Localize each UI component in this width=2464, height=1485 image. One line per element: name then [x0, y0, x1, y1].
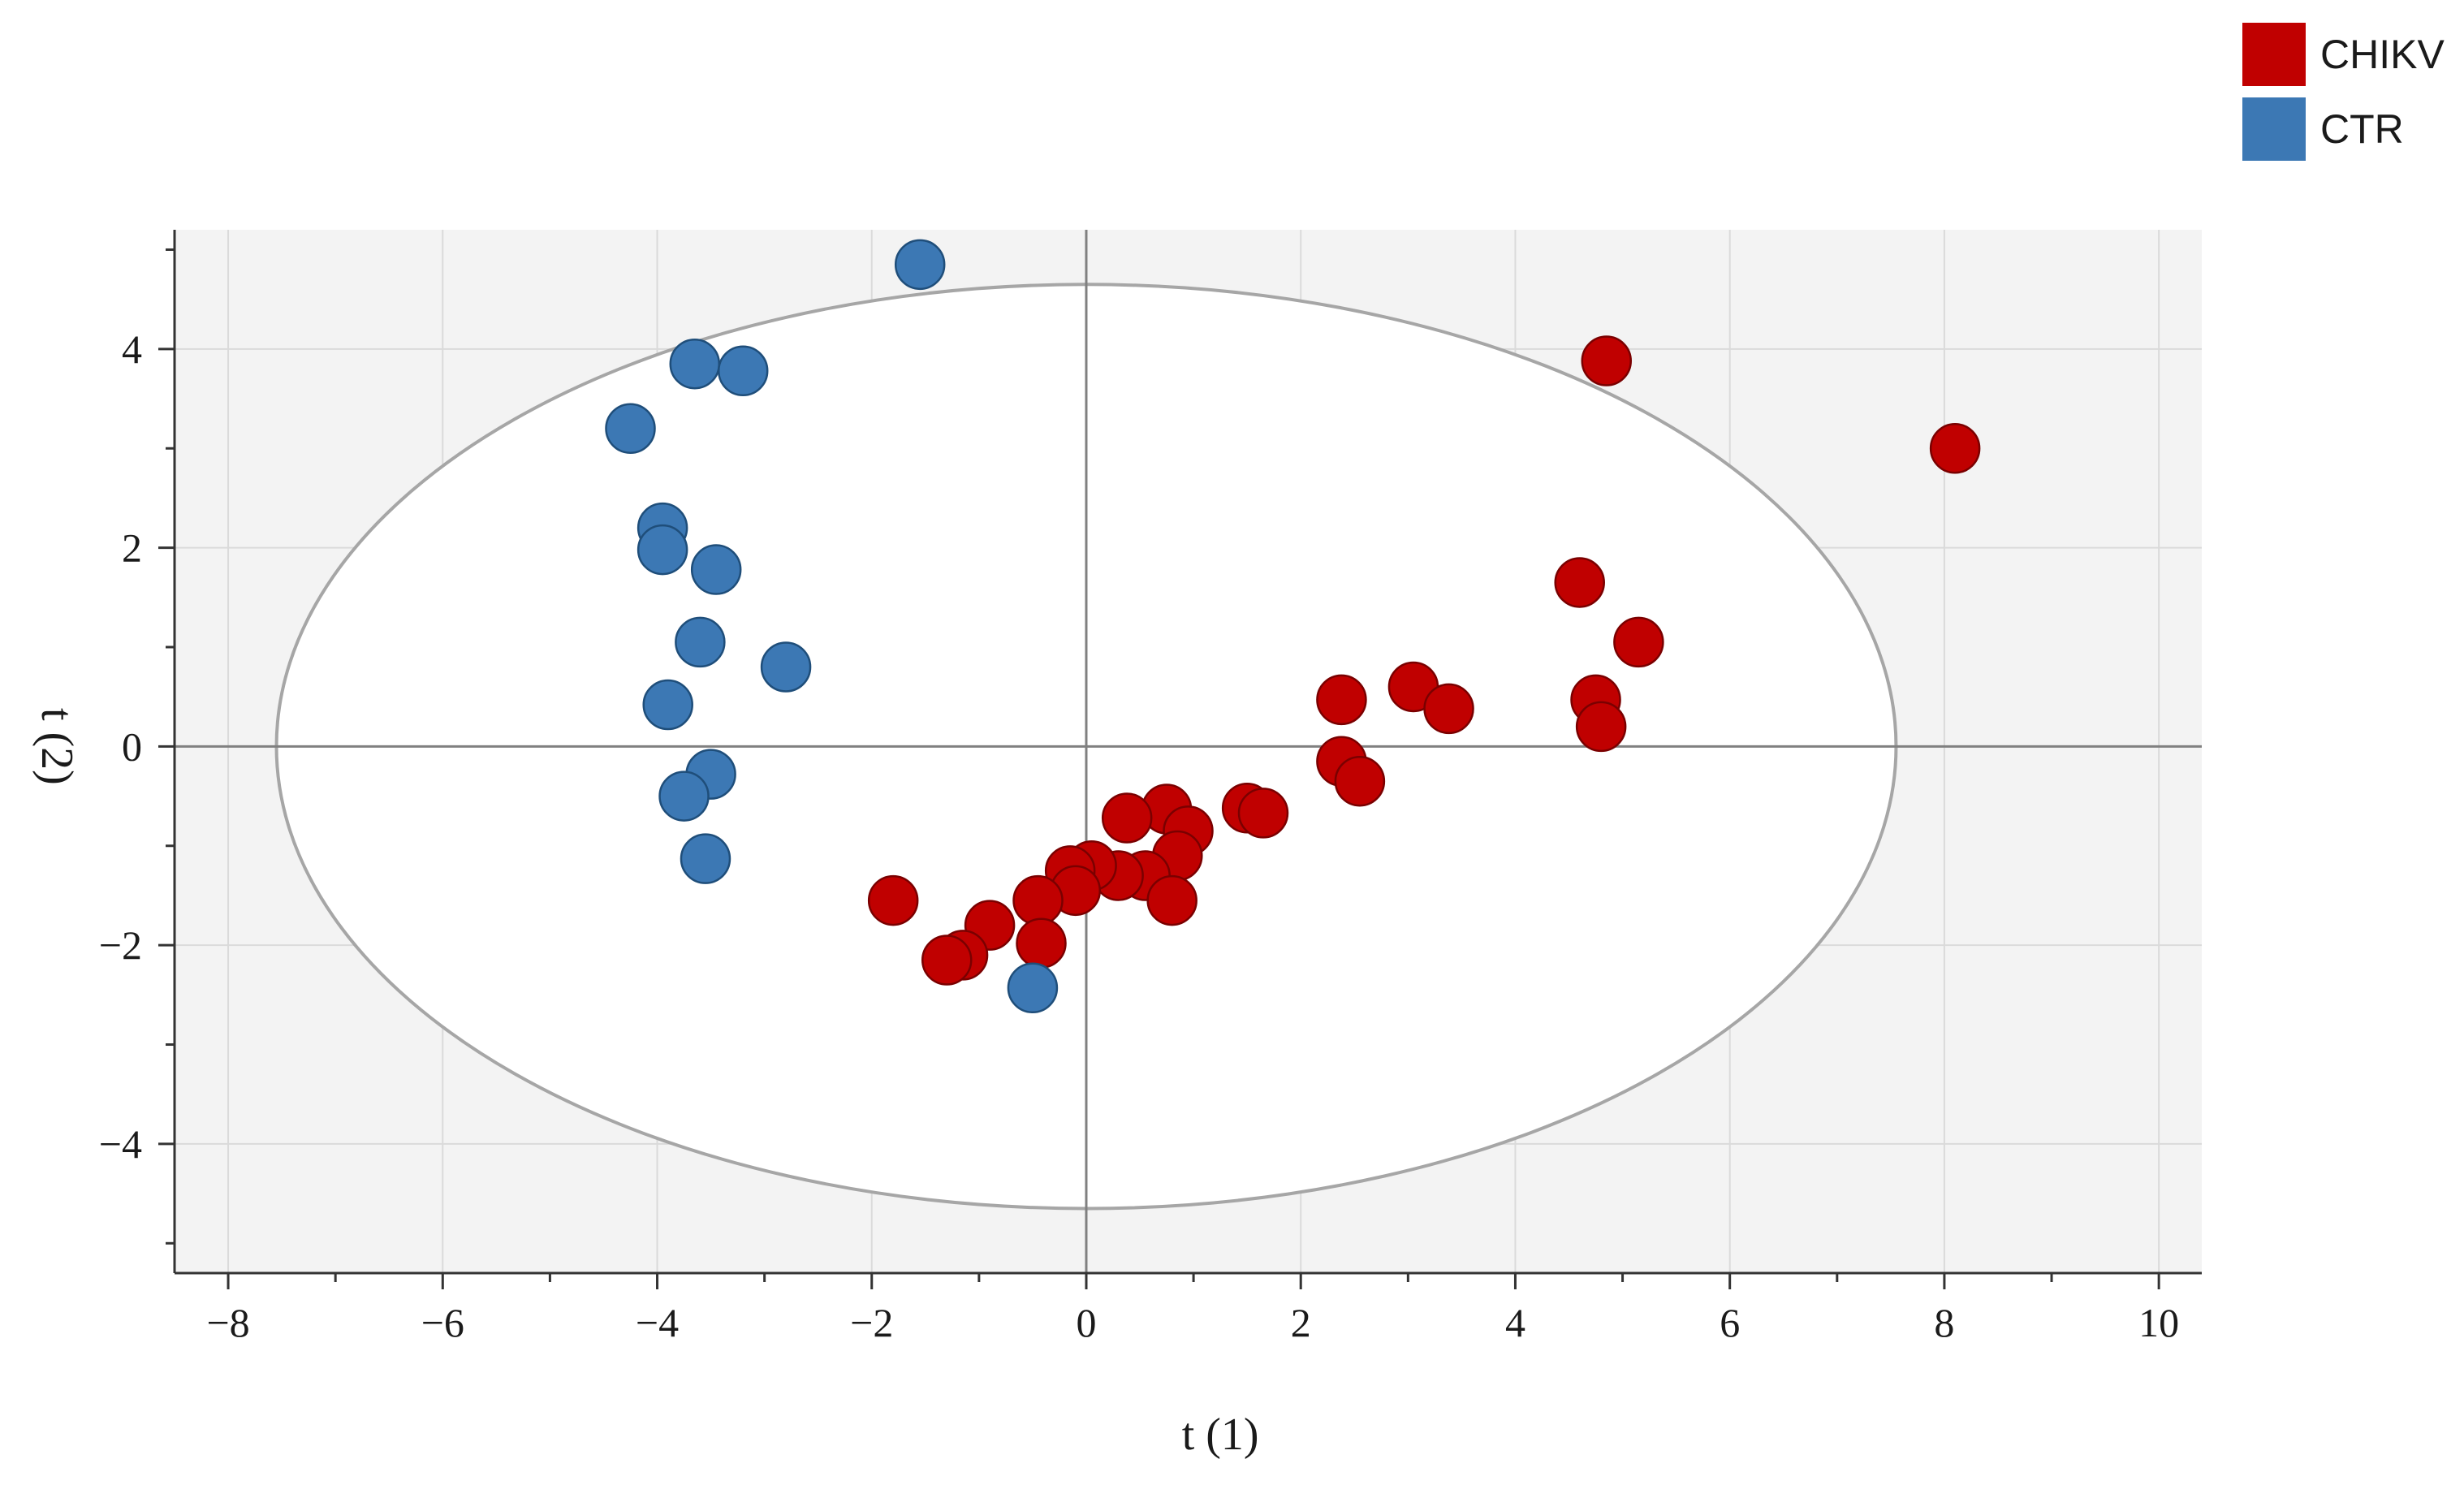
data-point-chikv: [1316, 674, 1367, 726]
data-point-ctr: [642, 679, 693, 731]
y-tick-label: −4: [99, 1121, 142, 1167]
x-axis-ticks: −8 −6 −4 −2 0 2 4 6 8 10: [206, 1273, 2179, 1345]
data-point-chikv: [1146, 874, 1197, 926]
data-point-chikv: [1016, 917, 1067, 969]
data-point-ctr: [894, 239, 946, 291]
plot-area: [175, 230, 2202, 1273]
data-point-ctr: [605, 403, 656, 455]
data-point-chikv: [1423, 683, 1474, 735]
x-tick-label: 10: [2138, 1300, 2179, 1345]
legend-swatch-ctr: [2242, 97, 2306, 161]
data-point-ctr: [760, 641, 812, 693]
x-tick-label: 6: [1720, 1300, 1740, 1345]
data-point-chikv: [1613, 616, 1664, 668]
x-tick-label: 2: [1291, 1300, 1311, 1345]
data-point-chikv: [1101, 792, 1153, 844]
data-point-ctr: [690, 544, 742, 595]
x-tick-label: 0: [1076, 1300, 1096, 1345]
x-tick-label: 4: [1505, 1300, 1525, 1345]
data-point-ctr: [658, 771, 710, 822]
data-point-ctr: [1007, 962, 1059, 1014]
x-tick-label: −2: [850, 1300, 893, 1345]
legend-swatch-chikv: [2242, 23, 2306, 86]
data-point-ctr: [675, 616, 726, 668]
data-point-chikv: [1575, 701, 1627, 753]
data-point-chikv: [1237, 788, 1289, 839]
x-tick-label: −6: [421, 1300, 464, 1345]
x-tick-label: −8: [206, 1300, 249, 1345]
legend-label-chikv: CHIKV: [2320, 32, 2445, 77]
y-tick-label: 2: [122, 525, 142, 571]
data-point-chikv: [1012, 874, 1064, 926]
data-point-chikv: [921, 935, 973, 986]
y-axis-title: t (2): [32, 708, 82, 785]
x-tick-label: 8: [1934, 1300, 1954, 1345]
data-point-chikv: [1554, 557, 1605, 608]
data-point-ctr: [680, 833, 731, 884]
y-tick-label: 0: [122, 723, 142, 769]
legend-label-ctr: CTR: [2320, 106, 2404, 152]
data-point-chikv: [1929, 422, 1981, 474]
data-point-ctr: [669, 338, 721, 390]
y-tick-label: −2: [99, 922, 142, 968]
axes: −8 −6 −4 −2 0 2 4 6 8 10 −4 −2 0 2 4: [99, 230, 2202, 1345]
data-point-chikv: [867, 874, 919, 926]
x-tick-label: −4: [636, 1300, 679, 1345]
x-axis-title: t (1): [1182, 1409, 1259, 1460]
legend: CHIKV CTR: [2242, 23, 2445, 161]
data-point-ctr: [717, 345, 769, 397]
data-point-chikv: [1581, 335, 1633, 386]
y-tick-label: 4: [122, 326, 142, 372]
zero-axis-lines: [175, 230, 2202, 1273]
data-point-ctr: [636, 524, 688, 576]
data-points: [605, 239, 1981, 1014]
y-axis-ticks: −4 −2 0 2 4: [99, 248, 175, 1245]
data-point-chikv: [1334, 755, 1386, 807]
